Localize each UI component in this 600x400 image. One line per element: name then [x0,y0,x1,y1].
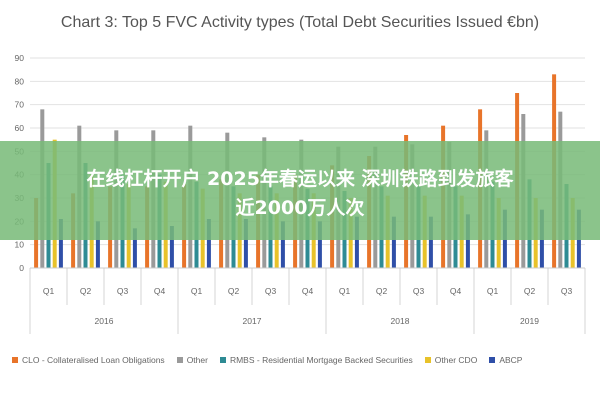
legend-swatch [12,357,18,363]
x-tick-label: Q3 [561,286,573,296]
x-tick-label: Q1 [191,286,203,296]
x-tick-label: Q1 [339,286,351,296]
legend-label: Other CDO [434,355,478,365]
bar [58,219,63,268]
year-label: 2017 [243,316,262,326]
bar [391,216,396,268]
x-tick-label: Q4 [302,286,314,296]
x-tick-label: Q2 [376,286,388,296]
legend-label: RMBS - Residential Mortgage Backed Secur… [229,355,413,365]
x-tick-label: Q1 [487,286,499,296]
legend-swatch [176,357,183,363]
legend-item: Other CDO [424,355,478,365]
bar [465,214,470,268]
year-label: 2018 [391,316,410,326]
bar [206,219,211,268]
chart-title: Chart 3: Top 5 FVC Activity types (Total… [60,14,540,31]
bar [169,226,174,268]
bar [132,228,137,268]
promo-overlay-banner[interactable]: 在线杠杆开户 2025年春运以来 深圳铁路到发旅客 近2000万人次 [0,141,600,240]
y-tick-label: 90 [15,53,25,63]
legend-label: ABCP [499,355,523,365]
x-tick-label: Q3 [265,286,277,296]
x-tick-label: Q3 [117,286,129,296]
legend-label: CLO - Collateralised Loan Obligations [22,355,165,365]
x-tick-label: Q1 [43,286,55,296]
x-tick-label: Q2 [524,286,536,296]
x-tick-label: Q4 [154,286,166,296]
x-tick-label: Q4 [450,286,462,296]
bar [243,219,248,268]
legend-item: Other [176,355,208,365]
y-tick-label: 70 [15,100,25,110]
promo-overlay-line-2: 近2000万人次 [235,197,365,219]
legend-swatch [219,357,226,363]
x-tick-label: Q2 [228,286,240,296]
year-label: 2019 [520,316,539,326]
bar [280,221,285,268]
chart-legend: CLO - Collateralised Loan Obligations Oth… [12,352,592,368]
bar [95,221,100,268]
y-tick-label: 10 [15,240,25,250]
x-tick-label: Q2 [80,286,92,296]
legend-item: CLO - Collateralised Loan Obligations [12,355,165,365]
promo-overlay-line-1: 在线杠杆开户 2025年春运以来 深圳铁路到发旅客 [86,168,514,190]
y-tick-label: 0 [19,263,24,273]
x-tick-label: Q3 [413,286,425,296]
y-tick-label: 60 [15,123,25,133]
bar [354,216,359,268]
bar [317,221,322,268]
legend-item: RMBS - Residential Mortgage Backed Secur… [219,355,413,365]
legend-swatch [424,357,431,363]
legend-label: Other [186,355,208,365]
y-tick-label: 80 [15,76,25,86]
legend-item: ABCP [489,355,522,365]
bar [428,216,433,268]
promo-overlay-text: 在线杠杆开户 2025年春运以来 深圳铁路到发旅客 近2000万人次 [0,165,600,223]
year-label: 2016 [95,316,114,326]
legend-swatch [489,357,496,363]
